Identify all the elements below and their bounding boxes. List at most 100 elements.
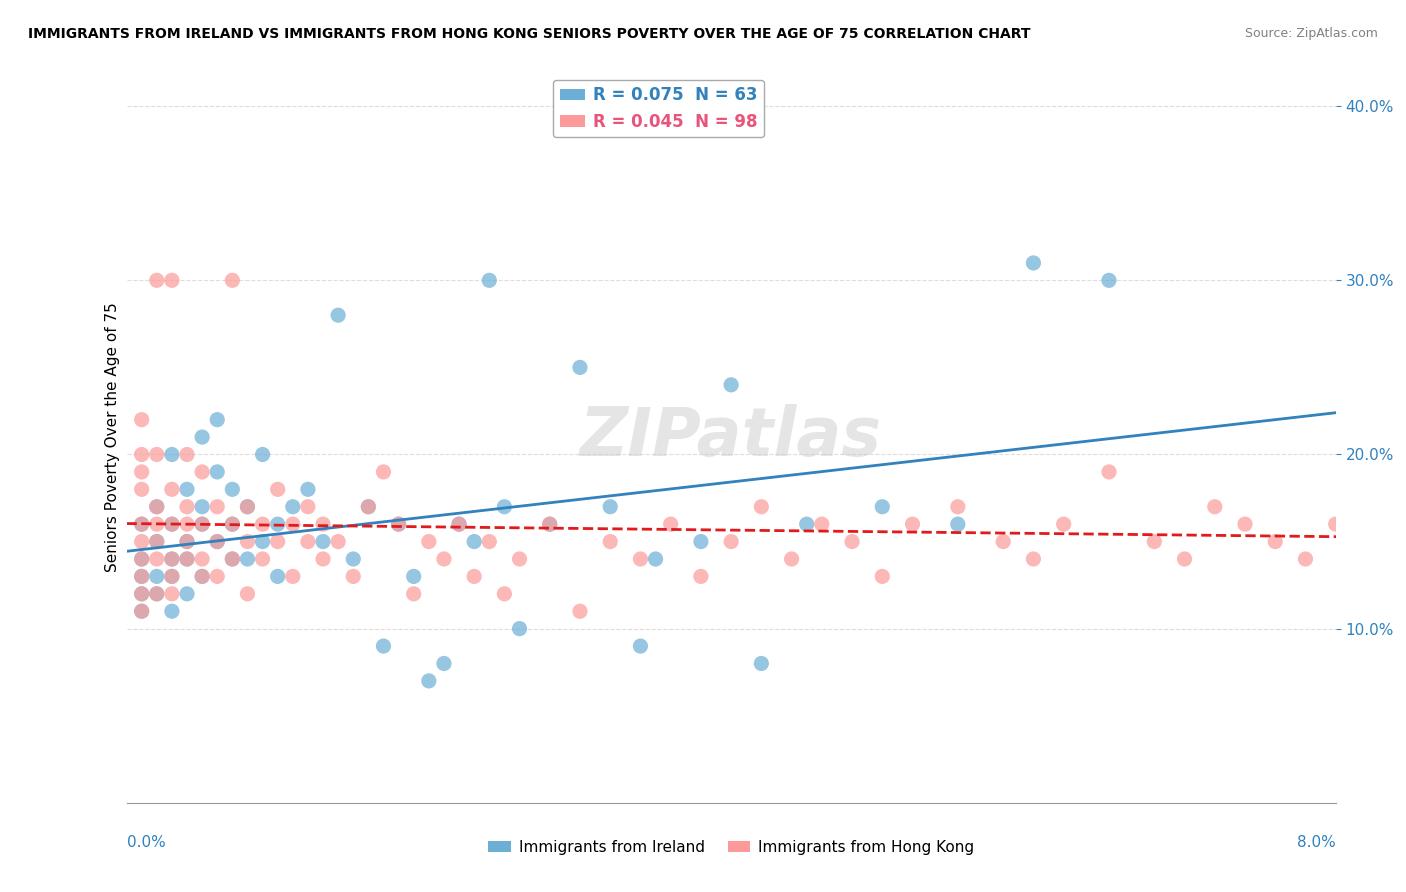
Point — [191, 517, 214, 532]
Point — [720, 377, 742, 392]
Point — [205, 569, 228, 583]
Point — [146, 448, 169, 462]
Point — [494, 500, 516, 514]
Point — [630, 639, 652, 653]
Point — [176, 552, 198, 566]
Point — [131, 483, 153, 497]
Point — [160, 448, 183, 462]
Point — [221, 517, 243, 532]
Point — [509, 622, 531, 636]
Point — [1022, 256, 1045, 270]
Point — [326, 534, 350, 549]
Point — [281, 500, 304, 514]
Point — [1294, 552, 1316, 566]
Point — [146, 587, 169, 601]
Point — [1400, 500, 1406, 514]
Point — [478, 534, 501, 549]
Point — [191, 517, 214, 532]
Point — [131, 412, 153, 426]
Point — [689, 569, 711, 583]
Point — [221, 552, 243, 566]
Point — [236, 500, 259, 514]
Point — [176, 500, 198, 514]
Point — [901, 517, 924, 532]
Point — [160, 552, 183, 566]
Point — [297, 500, 319, 514]
Point — [176, 587, 198, 601]
Point — [281, 517, 304, 532]
Point — [205, 465, 228, 479]
Point — [160, 483, 183, 497]
Point — [160, 604, 183, 618]
Point — [131, 517, 153, 532]
Point — [252, 534, 274, 549]
Point — [810, 517, 832, 532]
Point — [205, 534, 228, 549]
Point — [463, 569, 485, 583]
Point — [221, 552, 243, 566]
Text: 0.0%: 0.0% — [127, 835, 166, 850]
Point — [146, 500, 169, 514]
Point — [160, 569, 183, 583]
Point — [131, 587, 153, 601]
Point — [252, 552, 274, 566]
Point — [191, 552, 214, 566]
Point — [373, 639, 395, 653]
Point — [1022, 552, 1045, 566]
Point — [644, 552, 666, 566]
Point — [1324, 517, 1347, 532]
Point — [146, 534, 169, 549]
Point — [1355, 534, 1378, 549]
Point — [176, 448, 198, 462]
Point — [946, 500, 969, 514]
Point — [751, 657, 773, 671]
Point — [1098, 465, 1121, 479]
Point — [418, 673, 440, 688]
Point — [312, 552, 335, 566]
Point — [373, 465, 395, 479]
Point — [538, 517, 561, 532]
Point — [252, 517, 274, 532]
Point — [388, 517, 411, 532]
Point — [478, 273, 501, 287]
Point — [146, 587, 169, 601]
Point — [146, 273, 169, 287]
Point — [131, 587, 153, 601]
Point — [1204, 500, 1226, 514]
Point — [267, 517, 290, 532]
Point — [160, 273, 183, 287]
Text: Source: ZipAtlas.com: Source: ZipAtlas.com — [1244, 27, 1378, 40]
Point — [872, 500, 894, 514]
Point — [659, 517, 682, 532]
Y-axis label: Seniors Poverty Over the Age of 75: Seniors Poverty Over the Age of 75 — [104, 302, 120, 572]
Point — [1264, 534, 1286, 549]
Point — [176, 483, 198, 497]
Point — [160, 569, 183, 583]
Point — [689, 534, 711, 549]
Point — [131, 552, 153, 566]
Point — [131, 517, 153, 532]
Point — [176, 534, 198, 549]
Point — [1174, 552, 1197, 566]
Point — [312, 534, 335, 549]
Point — [176, 552, 198, 566]
Point — [205, 500, 228, 514]
Point — [509, 552, 531, 566]
Point — [146, 517, 169, 532]
Point — [1234, 517, 1257, 532]
Point — [357, 500, 380, 514]
Point — [221, 273, 243, 287]
Point — [267, 483, 290, 497]
Text: 8.0%: 8.0% — [1296, 835, 1336, 850]
Point — [131, 465, 153, 479]
Point — [1098, 273, 1121, 287]
Point — [342, 552, 364, 566]
Point — [131, 534, 153, 549]
Point — [205, 412, 228, 426]
Point — [131, 604, 153, 618]
Point — [146, 500, 169, 514]
Point — [1053, 517, 1076, 532]
Point — [146, 534, 169, 549]
Point — [236, 534, 259, 549]
Point — [236, 552, 259, 566]
